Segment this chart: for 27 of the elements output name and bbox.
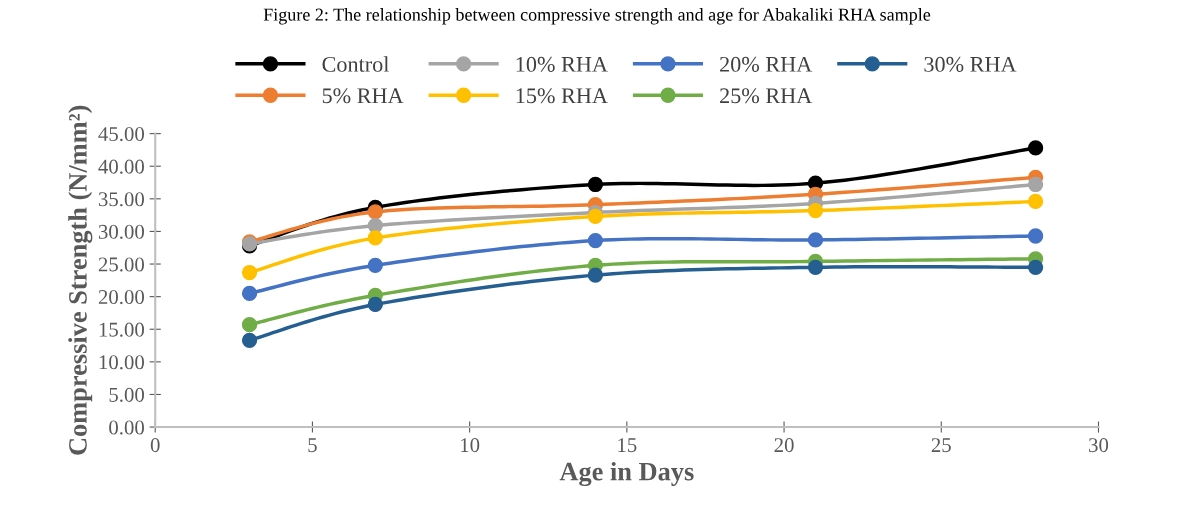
x-tick-label: 5 (308, 438, 317, 453)
x-axis-title: Age in Days (559, 461, 694, 487)
x-tick-label: 10 (461, 438, 480, 453)
x-tick-label: 30 (1089, 438, 1109, 453)
chart-title: Figure 2: The relationship between compressive strength and age for Abakaliki RHA sample (263, 7, 931, 25)
y-tick-label: 30.00 (98, 224, 145, 239)
x-tick-label: 0 (150, 438, 160, 453)
legend-label: 30% RHA (924, 56, 1017, 72)
legend-label: 25% RHA (720, 88, 813, 104)
y-tick-label: 20.00 (98, 290, 145, 305)
legend-label: Control (322, 56, 389, 72)
x-tick-label: 25 (931, 438, 951, 453)
y-tick-label: 0.00 (109, 420, 145, 435)
y-tick-label: 35.00 (98, 192, 145, 207)
legend-label: 5% RHA (322, 88, 404, 104)
legend-label: 10% RHA (516, 56, 608, 72)
y-tick-label: 10.00 (99, 355, 145, 370)
x-tick-label: 20 (774, 438, 794, 453)
y-tick-label: 25.00 (98, 257, 145, 272)
y-tick-label: 40.00 (98, 159, 145, 174)
x-tick-label: 15 (618, 438, 637, 453)
y-tick-label: 15.00 (99, 322, 145, 337)
y-tick-label: 5.00 (109, 387, 145, 402)
y-tick-label: 45.00 (98, 126, 145, 142)
legend-label: 20% RHA (720, 56, 813, 72)
legend-label: 15% RHA (516, 88, 608, 104)
y-axis-title: Compressive Strength (N/mm²) (68, 105, 93, 455)
